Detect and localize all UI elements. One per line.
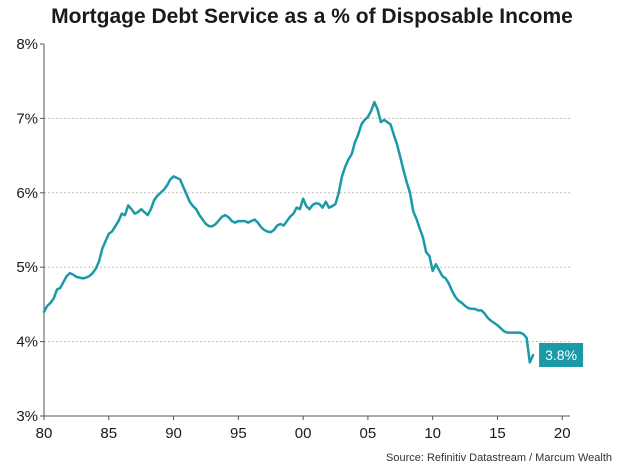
x-tick-label: 00 [295,425,312,442]
x-tick-label: 85 [100,425,117,442]
chart-title: Mortgage Debt Service as a % of Disposab… [51,5,573,28]
tick-labels: 3% 4% 5% 6% 7% 8% 80 85 90 95 00 05 10 15 20 [16,36,570,442]
gridlines [44,117,570,343]
end-value-box [539,342,584,367]
axes [40,43,570,420]
x-tick-label: 15 [489,425,506,442]
y-tick-label: 4% [16,334,38,351]
x-tick-label: 90 [165,425,182,442]
end-value-label: 3.8% [539,342,584,367]
x-tick-label: 95 [230,425,247,442]
y-tick-label: 8% [16,36,38,53]
x-tick-label: 05 [360,425,377,442]
y-tick-label: 5% [16,259,38,276]
x-tick-label: 10 [424,425,441,442]
series-line [42,100,535,364]
y-tick-label: 3% [16,408,38,425]
x-tick-label: 20 [554,425,571,442]
x-tick-label: 80 [36,425,53,442]
end-value-text: 3.8% [545,347,577,363]
series [42,100,535,364]
y-tick-label: 6% [16,185,38,202]
y-tick-label: 7% [16,110,38,127]
source-note: Source: Refinitiv Datastream / Marcum We… [386,452,612,464]
